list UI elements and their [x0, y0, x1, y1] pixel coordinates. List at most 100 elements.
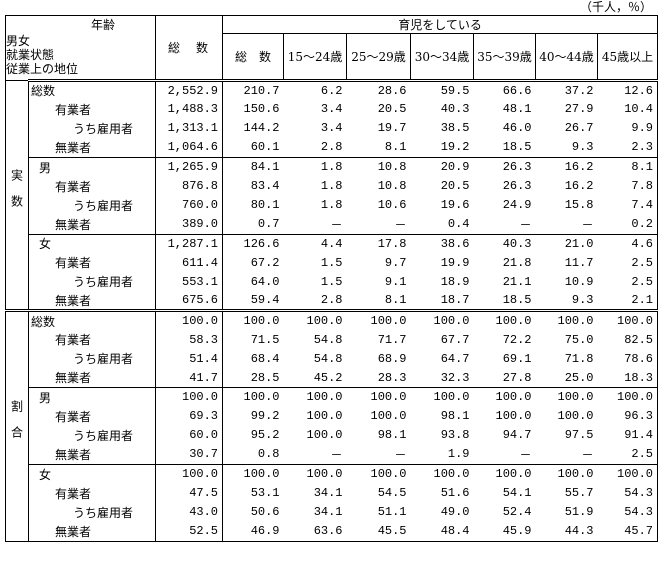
value-cell: 21.1: [502, 274, 532, 289]
value-cell: 53.1: [250, 486, 280, 501]
value-cell: 1.8: [320, 179, 343, 194]
total-cell: 51.4: [155, 349, 224, 369]
value-cell: 1.9: [447, 447, 470, 462]
value-cell: 52.4: [502, 505, 532, 520]
value-cell: 100.0: [495, 409, 532, 424]
column-header: 40～44歳: [535, 33, 599, 81]
value-cell: 97.5: [564, 428, 594, 443]
row-label: うち雇用者: [28, 425, 157, 446]
value-cell: 91.4: [624, 428, 654, 443]
value-cell: －: [581, 218, 594, 233]
total-cell: 100.0: [155, 386, 224, 407]
total-cell: 30.7: [155, 445, 224, 465]
row-label: 就業状態: [6, 48, 55, 62]
value-cell: 7.8: [631, 179, 654, 194]
table-row: 無業者 41.7 28.5 45.2 28.3 32.3 27.8 25.0 18.3: [6, 368, 658, 388]
value-cell: 11.7: [564, 255, 594, 270]
value-cell: 71.5: [250, 332, 280, 347]
value-cell: 51.1: [377, 505, 407, 520]
row-label: 男: [28, 156, 157, 177]
value-cell: 100.0: [410, 386, 474, 407]
row-label: 無業者: [28, 368, 157, 388]
value-cell: 100.0: [222, 386, 284, 407]
value-cell: 48.4: [440, 524, 470, 539]
table-row: 割合 総数 100.0 100.0 100.0 100.0 100.0 100.0 100.0 1…: [5, 309, 658, 541]
table-row: 有業者 47.5 53.1 34.1 54.5 51.6 54.1 55.7 54.3: [6, 483, 658, 503]
value-cell: 100.0: [597, 463, 658, 484]
value-cell: 4.6: [597, 233, 658, 254]
total-cell: 52.5: [155, 521, 224, 541]
table-row: うち雇用者 43.0 50.6 34.1 51.1 49.0 52.4 51.9 54.3: [6, 502, 658, 522]
value-cell: 150.6: [243, 102, 280, 117]
value-cell: 7.4: [631, 198, 654, 213]
value-cell: 9.9: [631, 121, 654, 136]
table-row: 有業者 69.3 99.2 100.0 100.0 98.1 100.0 100.0 96.3: [6, 406, 658, 426]
value-cell: 9.3: [571, 293, 594, 308]
value-cell: 100.0: [306, 428, 343, 443]
row-label: 無業者: [28, 521, 157, 541]
value-cell: 100.0: [473, 386, 536, 407]
value-cell: 40.3: [473, 233, 536, 254]
value-cell: 100.0: [222, 463, 284, 484]
value-cell: 68.9: [377, 351, 407, 366]
value-cell: 71.8: [564, 351, 594, 366]
row-label: 総数: [28, 309, 157, 330]
age-label: 年齢: [91, 18, 116, 32]
total-cell: 58.3: [155, 329, 224, 350]
value-cell: 25.0: [564, 370, 594, 385]
value-cell: 2.3: [631, 140, 654, 155]
value-cell: 15.8: [564, 198, 594, 213]
value-cell: 144.2: [243, 121, 280, 136]
column-header: 30～34歳: [410, 33, 475, 81]
value-cell: 44.3: [564, 524, 594, 539]
value-cell: 0.7: [257, 217, 280, 232]
value-cell: －: [394, 218, 407, 233]
value-cell: 19.2: [440, 140, 470, 155]
value-cell: 2.5: [631, 255, 654, 270]
total-cell: 60.0: [155, 425, 224, 446]
value-cell: 27.9: [564, 102, 594, 117]
value-cell: 8.1: [384, 293, 407, 308]
value-cell: 54.3: [624, 505, 654, 520]
table-row: 無業者 675.6 59.4 2.8 8.1 18.7 18.5 9.3 2.1: [6, 291, 658, 311]
value-cell: 1.5: [320, 274, 343, 289]
value-cell: 64.7: [440, 351, 470, 366]
value-cell: 20.5: [377, 102, 407, 117]
value-cell: －: [519, 448, 532, 463]
row-label: 無業者: [28, 138, 157, 158]
row-label: 従業上の地位: [6, 62, 79, 76]
table-row: 無業者 1,064.6 60.1 2.8 8.1 19.2 18.5 9.3 2.3: [6, 138, 658, 158]
value-cell: 16.2: [564, 179, 594, 194]
value-cell: 95.2: [250, 428, 280, 443]
value-cell: 28.6: [346, 78, 411, 100]
total-cell: 760.0: [155, 195, 224, 215]
value-cell: 10.4: [624, 102, 654, 117]
value-cell: －: [330, 218, 343, 233]
value-cell: 100.0: [535, 386, 598, 407]
value-cell: 84.1: [222, 156, 284, 177]
value-cell: 2.5: [631, 447, 654, 462]
value-cell: 0.8: [257, 447, 280, 462]
value-cell: 54.3: [624, 486, 654, 501]
row-label: 男女: [6, 34, 31, 48]
header-row: 年齢 男女 就業状態 従業上の地位 総 数 育児をしている: [4, 15, 659, 81]
row-label: 無業者: [28, 291, 157, 311]
value-cell: 100.0: [410, 463, 474, 484]
total-cell: 1,287.1: [155, 233, 224, 254]
value-cell: 26.3: [502, 179, 532, 194]
value-cell: 19.7: [377, 121, 407, 136]
row-label: 有業者: [28, 329, 157, 350]
unit-note: （千人，％）: [579, 0, 652, 14]
value-cell: 100.0: [283, 463, 347, 484]
value-cell: 68.4: [250, 351, 280, 366]
value-cell: 18.5: [502, 140, 532, 155]
value-cell: 69.1: [502, 351, 532, 366]
data-table: 年齢 男女 就業状態 従業上の地位 総 数 育児をしている 総 数 15～24歳 2…: [4, 15, 659, 542]
value-cell: 51.6: [440, 486, 470, 501]
value-cell: 26.7: [564, 121, 594, 136]
row-label: 有業者: [28, 253, 157, 273]
value-cell: 20.9: [410, 156, 474, 177]
row-label: うち雇用者: [28, 118, 157, 139]
value-cell: 21.8: [502, 255, 532, 270]
value-cell: 67.2: [250, 255, 280, 270]
